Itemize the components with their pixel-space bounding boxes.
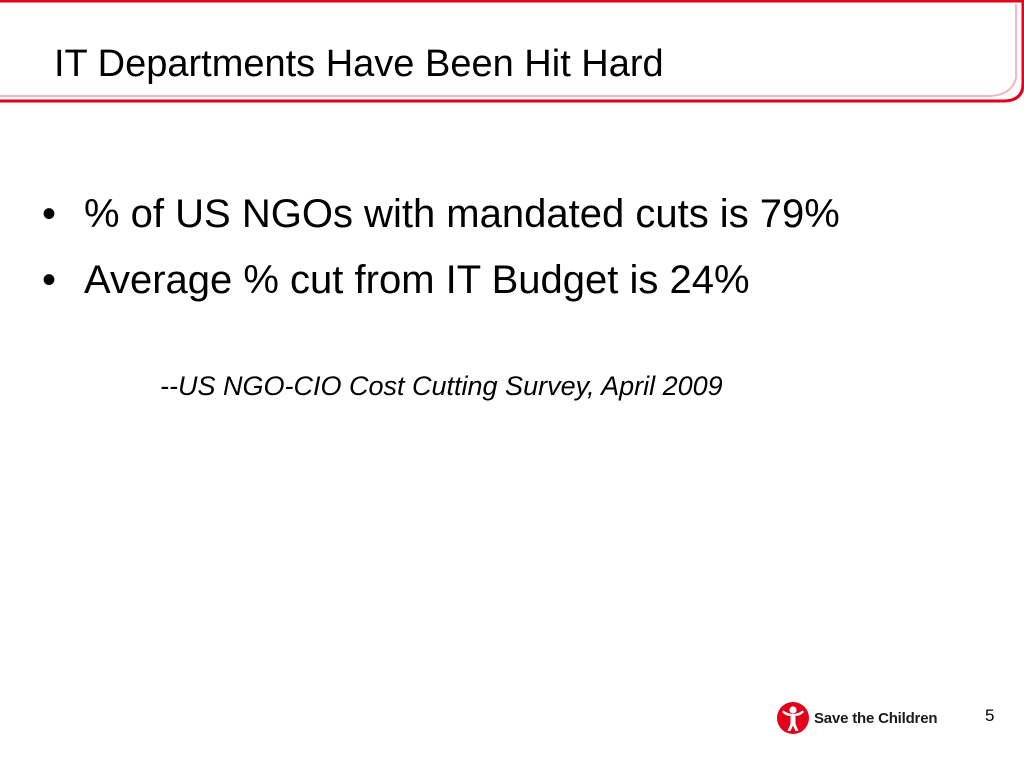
logo-wordmark: Save the Children	[814, 709, 938, 727]
child-figure-icon	[777, 702, 809, 734]
source-citation: --US NGO-CIO Cost Cutting Survey, April …	[160, 371, 723, 401]
page-number: 5	[985, 706, 995, 725]
bullet-icon: •	[42, 258, 57, 302]
slide-title: IT Departments Have Been Hit Hard	[54, 43, 664, 85]
bullet-text: Average % cut from IT Budget is 24%	[84, 258, 750, 302]
save-the-children-logo: Save the Children	[776, 700, 938, 736]
title-frame: IT Departments Have Been Hit Hard	[0, 0, 1024, 110]
bullet-item: • Average % cut from IT Budget is 24%	[42, 256, 840, 322]
bullet-list: • % of US NGOs with mandated cuts is 79%…	[42, 190, 840, 322]
bullet-item: • % of US NGOs with mandated cuts is 79%	[42, 190, 840, 256]
bullet-icon: •	[42, 192, 57, 236]
bullet-text: % of US NGOs with mandated cuts is 79%	[84, 192, 840, 236]
title-frame-border	[0, 0, 1024, 103]
